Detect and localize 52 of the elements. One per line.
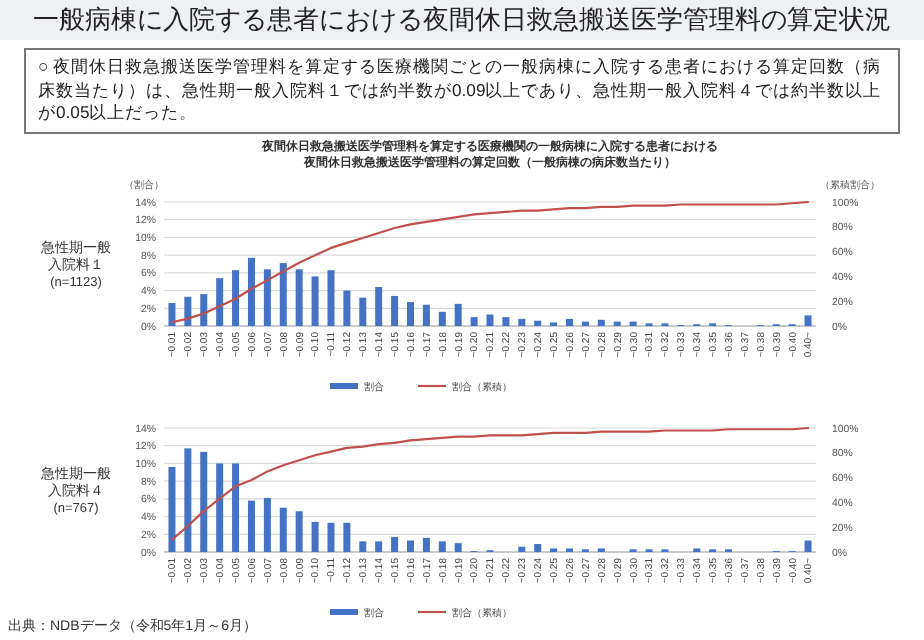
bar	[454, 543, 462, 552]
bar	[200, 451, 208, 552]
bar	[263, 269, 271, 326]
bar	[343, 522, 351, 552]
bar	[216, 278, 224, 326]
line-series	[170, 426, 810, 541]
bar	[375, 541, 383, 552]
bar	[247, 500, 255, 552]
bar	[359, 541, 367, 552]
chart-title: 一般病棟に入院する患者における夜間休日救急搬送医学管理料の算定状況	[0, 0, 924, 40]
bar	[279, 507, 287, 552]
bar	[184, 448, 192, 552]
bar	[279, 263, 287, 326]
bar	[168, 466, 176, 552]
bar	[470, 317, 478, 326]
bar	[518, 318, 526, 326]
bar	[311, 521, 319, 552]
bar	[804, 540, 812, 552]
bar	[216, 463, 224, 552]
bar	[168, 302, 176, 326]
bar	[295, 269, 303, 326]
bar	[391, 536, 399, 552]
bar	[327, 522, 335, 552]
bar	[295, 511, 303, 552]
bar	[232, 463, 240, 552]
bar	[406, 302, 414, 326]
bar	[327, 270, 335, 326]
bar	[184, 296, 192, 326]
bar	[247, 257, 255, 326]
bar	[534, 320, 542, 326]
bar	[232, 270, 240, 326]
bar	[454, 303, 462, 326]
bar	[438, 311, 446, 326]
bar	[597, 319, 605, 326]
bar	[422, 304, 430, 326]
bar	[406, 540, 414, 552]
bar	[566, 318, 574, 326]
bar	[422, 537, 430, 552]
bar	[263, 497, 271, 552]
text: ○ 夜間休日救急搬送医学管理料を算定する医療機関ごとの一般病棟に入院する患者における算定回数（病床数当たり）は、急性期一般入院料１では約半数が0.09以上であり、急性期一般入院料４では約半数以上が0.05以上だった。	[24, 48, 900, 133]
bar	[311, 276, 319, 326]
bar	[343, 290, 351, 326]
bar	[518, 546, 526, 552]
bar	[375, 287, 383, 326]
bar	[200, 294, 208, 326]
bar	[391, 295, 399, 326]
bar	[534, 544, 542, 552]
bar	[359, 297, 367, 326]
line-series	[170, 200, 810, 324]
bar	[502, 317, 510, 326]
bar	[438, 541, 446, 552]
bar	[804, 315, 812, 326]
